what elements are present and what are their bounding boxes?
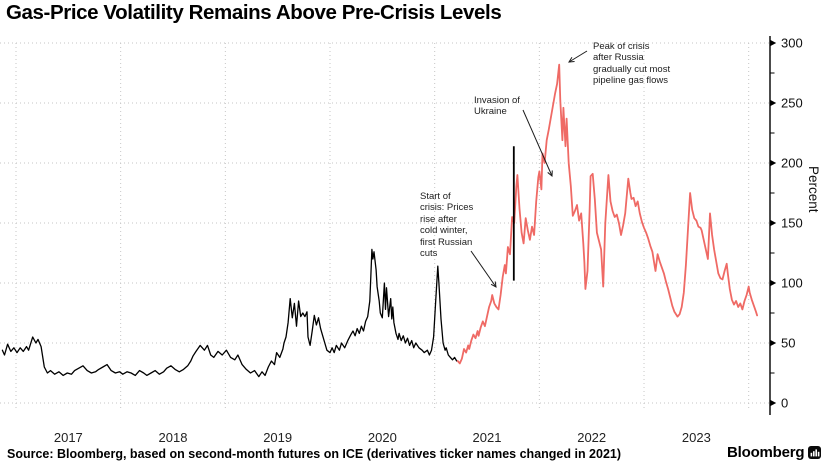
annotation-arrows (470, 50, 588, 288)
x-tick-label: 2018 (159, 430, 188, 445)
data-series (1, 63, 758, 378)
arrow-invasion-of-ukraine (522, 109, 553, 178)
y-axis: 0 50 100 150 200 250 300 2017 2018 2019 2020 2021 20… (54, 36, 803, 446)
series-line-black (1, 248, 458, 378)
y-major-tick (770, 39, 777, 47)
y-tick-label: 0 (781, 396, 788, 411)
x-tick-label: 2020 (368, 430, 397, 445)
gridlines (0, 42, 770, 410)
bloomberg-wordmark: Bloomberg (727, 444, 805, 461)
x-tick-label: 2022 (577, 430, 606, 445)
y-major-tick (770, 159, 777, 167)
x-tick-label: 2017 (54, 430, 83, 445)
x-tick-label: 2021 (473, 430, 502, 445)
source-attribution: Source: Bloomberg, based on second-month… (7, 447, 622, 461)
y-tick-label: 250 (781, 96, 803, 111)
chart-title: Gas-Price Volatility Remains Above Pre-C… (6, 1, 502, 24)
annotation-invasion-of-ukraine: Invasion of Ukraine (474, 95, 520, 118)
annotation-start-of-crisis: Start of crisis: Prices rise after cold … (420, 191, 474, 260)
y-major-tick (770, 99, 777, 107)
y-major-tick (770, 219, 777, 227)
y-major-tick (770, 279, 777, 287)
y-axis-title: Percent (806, 166, 821, 213)
y-tick-label: 100 (781, 276, 803, 291)
annotation-peak-of-crisis: Peak of crisis after Russia gradually cu… (593, 41, 671, 87)
x-tick-label: 2023 (682, 430, 711, 445)
arrow-peak-of-crisis (568, 50, 588, 63)
bloomberg-logo: Bloomberg (727, 444, 822, 461)
y-tick-label: 300 (781, 36, 803, 51)
arrow-start-of-crisis (470, 250, 497, 288)
y-major-tick (770, 339, 777, 347)
x-tick-label: 2019 (263, 430, 292, 445)
y-tick-label: 200 (781, 156, 803, 171)
y-tick-label: 50 (781, 336, 795, 351)
bar-chart-logo-icon (808, 446, 822, 459)
series-line-red (456, 63, 758, 365)
y-major-tick (770, 399, 777, 407)
y-tick-label: 150 (781, 216, 803, 231)
